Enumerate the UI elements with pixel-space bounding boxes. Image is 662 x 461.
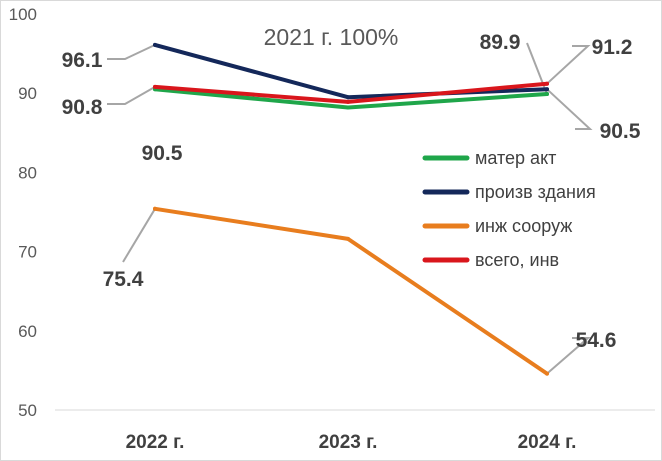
data-label: 89.9 — [480, 31, 521, 54]
data-point — [153, 84, 157, 89]
data-point — [153, 206, 157, 211]
data-label: 91.2 — [592, 36, 633, 59]
legend-label: всего, инв — [475, 250, 559, 270]
data-point — [346, 105, 350, 110]
data-label: 96.1 — [62, 49, 103, 72]
data-point — [153, 42, 157, 47]
leader-line — [546, 45, 591, 85]
data-label: 90.5 — [142, 142, 183, 165]
leader-lines — [107, 42, 593, 375]
data-point — [346, 236, 350, 241]
leader-line — [107, 86, 156, 105]
x-tick-label: 2024 г. — [518, 432, 577, 453]
y-tick-label: 50 — [18, 401, 37, 420]
y-tick-label: 100 — [9, 5, 37, 24]
data-point — [346, 95, 350, 100]
data-label: 54.6 — [576, 329, 617, 352]
y-tick-label: 70 — [18, 243, 37, 262]
series-layer — [153, 42, 549, 376]
legend-label: произв здания — [475, 182, 596, 202]
data-point — [346, 99, 350, 104]
data-label: 75.4 — [103, 268, 144, 291]
y-tick-label: 60 — [18, 322, 37, 341]
legend-label: инж сооруж — [475, 216, 572, 236]
x-tick-label: 2023 г. — [319, 432, 378, 453]
data-labels: 96.1 90.8 90.5 75.4 89.9 91.2 90.5 54.6 — [62, 31, 641, 352]
leader-line — [546, 337, 591, 375]
leader-line — [107, 43, 156, 60]
legend: матер акт произв здания инж сооруж всего, и… — [422, 148, 596, 270]
data-label: 90.5 — [600, 120, 641, 143]
axis-layer: 50 60 70 80 90 100 2022 г. 2023 г. 2024 г. — [9, 5, 655, 453]
data-point — [545, 81, 549, 86]
data-point — [545, 371, 549, 376]
chart-title: 2021 г. 100% — [264, 24, 399, 50]
data-point — [545, 92, 549, 96]
x-tick-label: 2022 г. — [126, 432, 185, 453]
y-tick-label: 80 — [18, 163, 37, 182]
data-point — [545, 87, 549, 92]
leader-line — [122, 208, 156, 263]
legend-label: матер акт — [475, 148, 556, 168]
leader-line — [546, 88, 593, 130]
y-tick-label: 90 — [18, 84, 37, 103]
data-label: 90.8 — [62, 96, 103, 119]
